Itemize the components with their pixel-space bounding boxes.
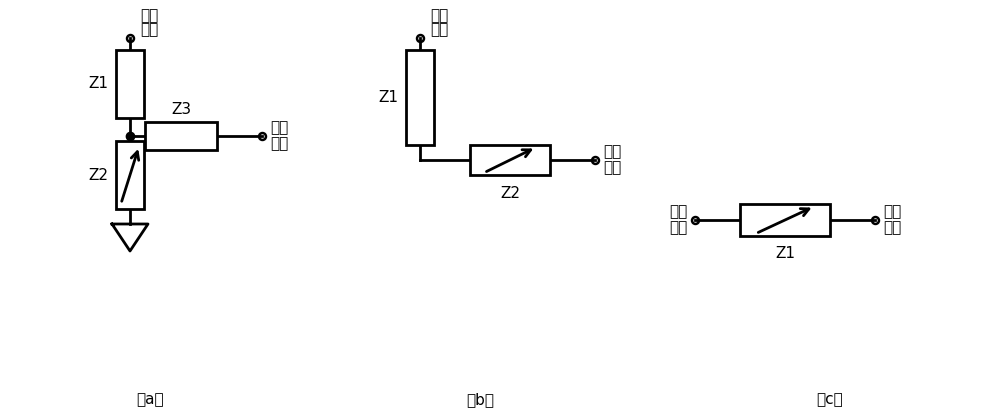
Text: 补偿: 补偿 [270, 120, 288, 135]
Text: 输入: 输入 [140, 23, 158, 38]
Text: （c）: （c） [817, 393, 843, 408]
Text: Z1: Z1 [88, 76, 108, 92]
Text: 电学: 电学 [140, 8, 158, 23]
Text: 电学: 电学 [430, 8, 448, 23]
Bar [145, 122, 217, 150]
Text: 输入: 输入 [669, 221, 687, 235]
Text: 电学: 电学 [669, 204, 687, 219]
Bar [470, 145, 550, 175]
Bar [116, 50, 144, 118]
Text: 信号: 信号 [883, 221, 901, 235]
Bar [406, 50, 434, 145]
Text: （a）: （a） [136, 393, 164, 408]
Text: Z2: Z2 [500, 186, 520, 201]
Text: 信号: 信号 [603, 161, 621, 176]
Text: 补偿: 补偿 [883, 204, 901, 219]
Text: 补偿: 补偿 [603, 145, 621, 160]
Text: 信号: 信号 [270, 137, 288, 151]
Text: Z3: Z3 [171, 102, 191, 117]
Bar [740, 204, 830, 236]
Bar [116, 141, 144, 209]
Text: Z2: Z2 [88, 168, 108, 183]
Text: （b）: （b） [466, 393, 494, 408]
Text: Z1: Z1 [775, 247, 795, 262]
Text: Z1: Z1 [378, 90, 398, 105]
Text: 输入: 输入 [430, 23, 448, 38]
